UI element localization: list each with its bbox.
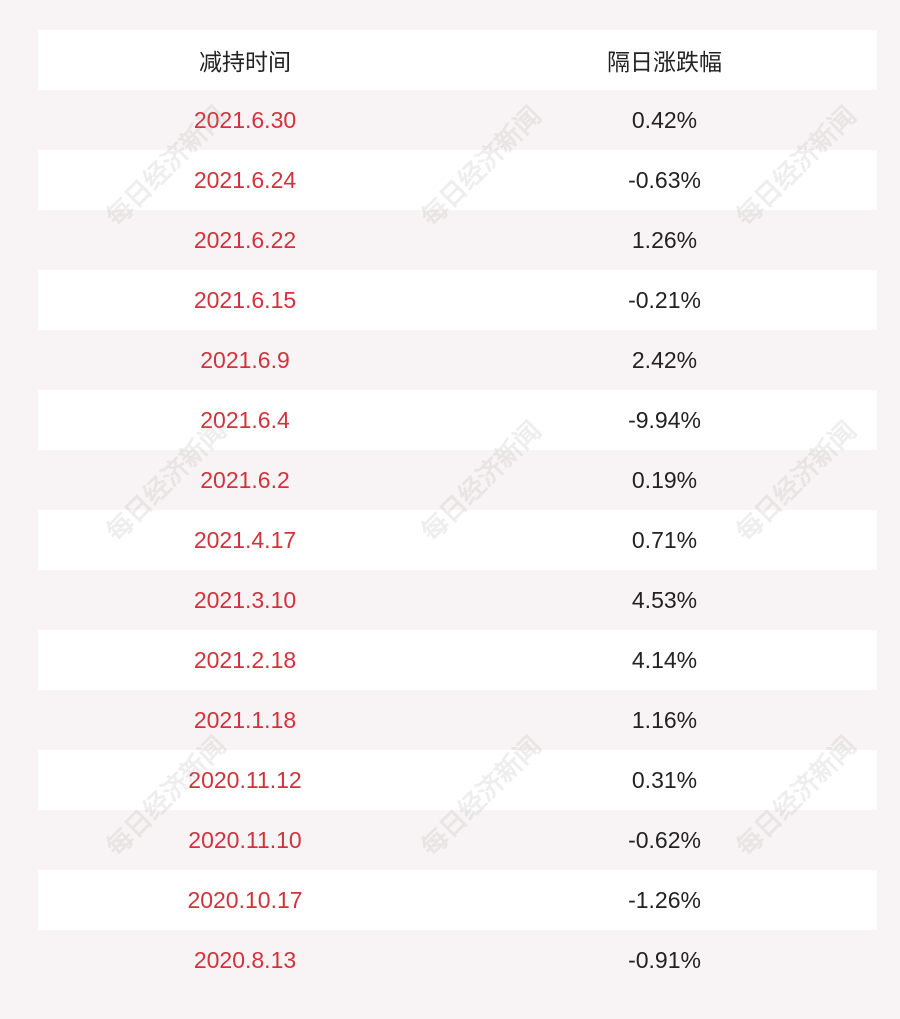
date-cell: 2021.6.30 — [193, 106, 297, 133]
change-cell: 0.31% — [631, 766, 698, 793]
date-cell: 2021.1.18 — [193, 706, 297, 733]
date-cell: 2021.6.24 — [193, 166, 297, 193]
change-cell: 2.42% — [631, 346, 698, 373]
date-cell: 2021.4.17 — [193, 526, 297, 553]
change-cell: -1.26% — [628, 886, 701, 913]
date-cell: 2020.11.10 — [188, 826, 302, 853]
table-row: 2021.6.24 -0.63% — [38, 150, 877, 210]
header-cell: 隔日涨跌幅 — [607, 49, 722, 75]
table-row: 2020.11.12 0.31% — [38, 750, 877, 810]
change-cell: 4.14% — [631, 646, 698, 673]
table-row: 2021.6.9 2.42% — [38, 330, 877, 390]
change-cell: -0.21% — [628, 286, 701, 313]
change-cell: -0.63% — [628, 166, 701, 193]
header-row: 减持时间 隔日涨跌幅 — [38, 30, 877, 90]
table-row: 2021.6.4 -9.94% — [38, 390, 877, 450]
header-cell: 减持时间 — [199, 49, 291, 75]
date-cell: 2020.10.17 — [187, 886, 303, 913]
date-cell: 2021.6.2 — [200, 466, 290, 493]
change-cell: -0.62% — [628, 826, 701, 853]
date-cell: 2021.6.4 — [200, 406, 290, 433]
table-row: 2021.6.22 1.26% — [38, 210, 877, 270]
table-row: 2020.10.17 -1.26% — [38, 870, 877, 930]
table: 减持时间 隔日涨跌幅 2021.6.30 0.42% 2021.6.24 -0.63% 20… — [38, 30, 877, 990]
change-cell: 4.53% — [631, 586, 698, 613]
table-row: 2021.1.18 1.16% — [38, 690, 877, 750]
date-cell: 2021.6.22 — [193, 226, 297, 253]
change-cell: 0.42% — [631, 106, 698, 133]
table-row: 2021.2.18 4.14% — [38, 630, 877, 690]
change-cell: 0.71% — [631, 526, 698, 553]
date-cell: 2021.6.15 — [193, 286, 297, 313]
table-row: 2020.8.13 -0.91% — [38, 930, 877, 990]
date-cell: 2021.2.18 — [193, 646, 297, 673]
date-cell: 2021.6.9 — [200, 346, 290, 373]
table-row: 2021.6.15 -0.21% — [38, 270, 877, 330]
date-cell: 2020.8.13 — [193, 946, 297, 973]
change-cell: -0.91% — [628, 946, 701, 973]
date-cell: 2020.11.12 — [188, 766, 302, 793]
table-row: 2021.3.10 4.53% — [38, 570, 877, 630]
table-row: 2021.6.30 0.42% — [38, 90, 877, 150]
table-row: 2021.6.2 0.19% — [38, 450, 877, 510]
date-cell: 2021.3.10 — [193, 586, 297, 613]
change-cell: -9.94% — [628, 406, 701, 433]
change-cell: 0.19% — [631, 466, 698, 493]
table-row: 2020.11.10 -0.62% — [38, 810, 877, 870]
change-cell: 1.16% — [631, 706, 698, 733]
change-cell: 1.26% — [631, 226, 698, 253]
table-row: 2021.4.17 0.71% — [38, 510, 877, 570]
